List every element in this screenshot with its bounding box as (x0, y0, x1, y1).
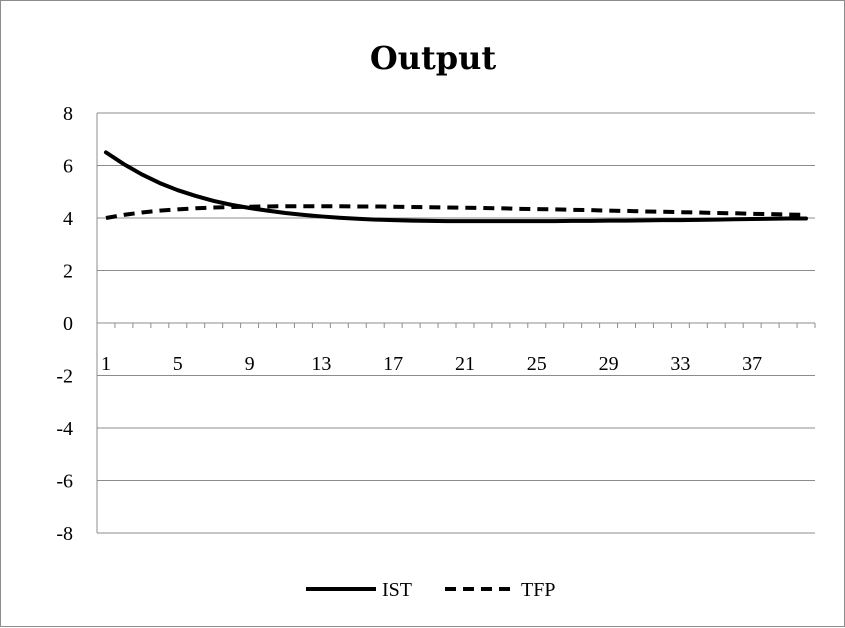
y-axis: 8 6 4 2 0 -2 -4 -6 -8 (56, 103, 73, 545)
y-tick-label: -2 (56, 366, 73, 388)
x-tick-label: 5 (173, 353, 183, 375)
y-tick-label: -6 (56, 471, 73, 493)
x-tick-label: 13 (311, 353, 331, 375)
x-tick-label: 1 (101, 353, 111, 375)
y-tick-label: 4 (63, 208, 73, 230)
x-tick-label: 21 (455, 353, 475, 375)
x-tick-label: 25 (527, 353, 547, 375)
legend: IST TFP (306, 579, 555, 601)
series-line-tfp (105, 204, 807, 220)
x-axis: 1 5 9 13 17 21 25 29 33 37 (96, 113, 816, 533)
x-tick-label: 37 (742, 353, 762, 375)
x-tick-label: 9 (245, 353, 255, 375)
chart-title: Output (370, 39, 497, 77)
y-tick-label: 6 (63, 156, 73, 178)
x-tick-label: 29 (599, 353, 619, 375)
y-tick-label: 2 (63, 261, 73, 283)
x-tick-label: 17 (383, 353, 403, 375)
y-tick-label: 0 (63, 313, 73, 335)
y-tick-label: -8 (56, 523, 73, 545)
y-tick-label: -4 (56, 418, 73, 440)
x-tick-label: 33 (670, 353, 690, 375)
legend-label-tfp: TFP (521, 579, 555, 601)
y-tick-label: 8 (63, 103, 73, 125)
legend-label-ist: IST (382, 579, 412, 601)
series-lines (103, 150, 809, 224)
series-line-ist (103, 150, 809, 224)
